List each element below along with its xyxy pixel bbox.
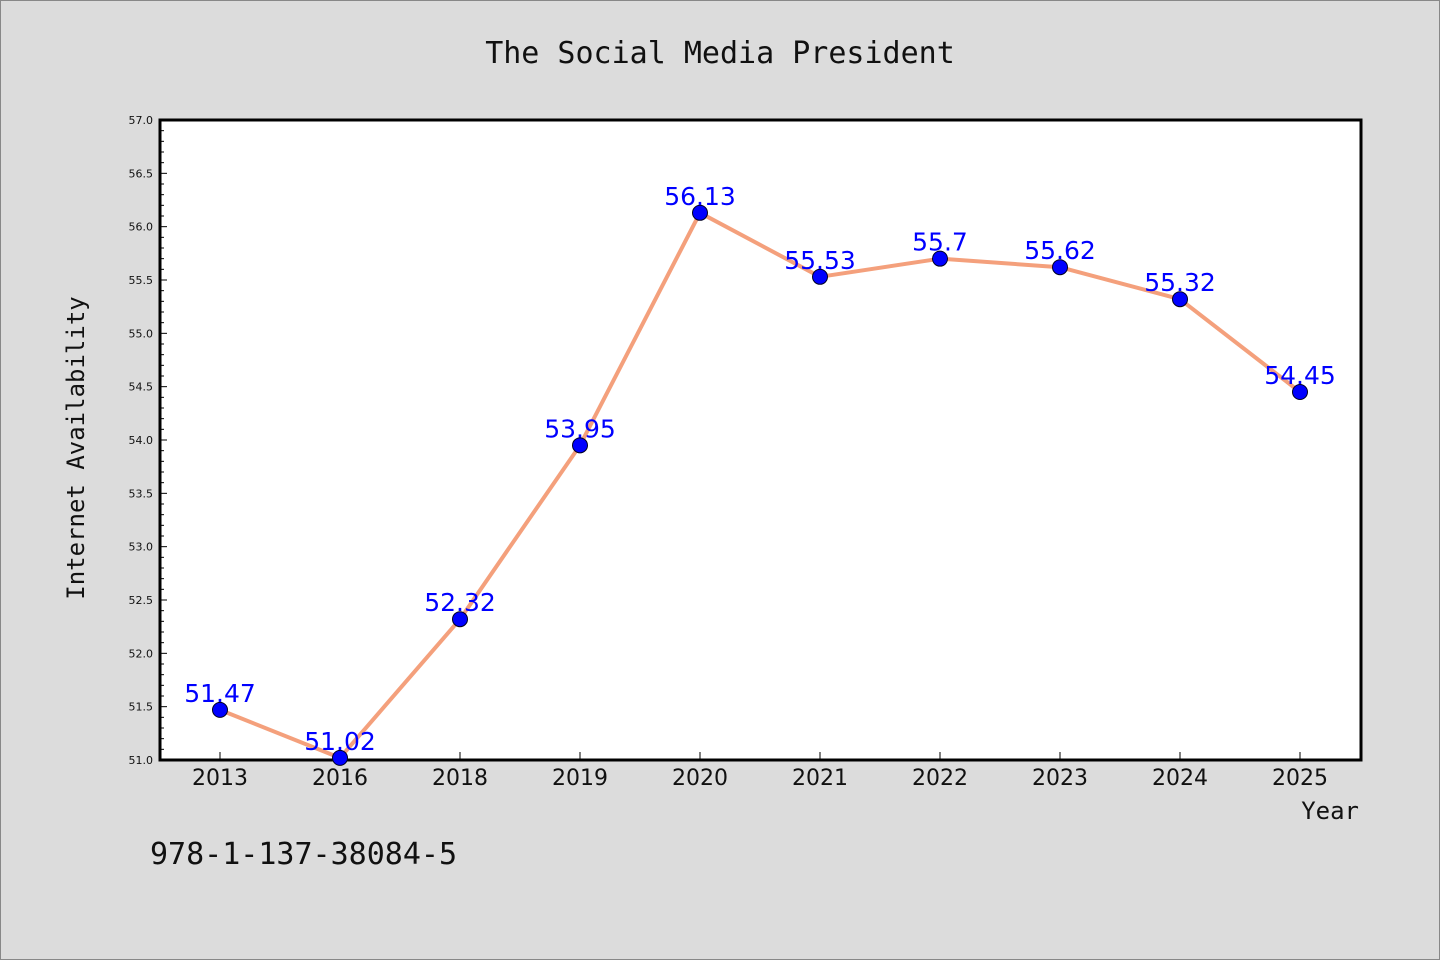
y-axis: 51.0 51.5 52.0 52.5 53.0 53.5 54.0 54.5 55.0 55.5… bbox=[129, 114, 167, 767]
data-label: 53.95 bbox=[544, 414, 616, 443]
y-tick-label: 53.0 bbox=[129, 541, 154, 554]
data-point bbox=[692, 204, 708, 221]
y-tick-label: 52.5 bbox=[129, 594, 154, 607]
data-label: 54.45 bbox=[1264, 361, 1336, 390]
data-point bbox=[332, 749, 348, 766]
y-tick-label: 55.0 bbox=[129, 327, 154, 340]
series-line bbox=[219, 210, 1302, 760]
x-tick-label: 2024 bbox=[1152, 766, 1208, 791]
y-tick-label: 54.0 bbox=[129, 434, 154, 447]
x-tick-label: 2013 bbox=[192, 766, 248, 791]
y-axis-label: Internet Availability bbox=[62, 296, 90, 599]
x-tick-label: 2020 bbox=[672, 766, 728, 791]
data-label: 56.13 bbox=[664, 182, 736, 211]
y-tick-label: 51.0 bbox=[129, 754, 154, 767]
data-label: 55.32 bbox=[1144, 268, 1216, 297]
x-axis-label: Year bbox=[1301, 797, 1359, 825]
y-tick-label: 52.0 bbox=[129, 647, 154, 660]
data-label: 55.53 bbox=[784, 246, 856, 275]
x-axis: 2013 2016 2018 2019 2020 2021 2022 2023 2024 2025 bbox=[192, 752, 1328, 791]
data-label: 55.62 bbox=[1024, 236, 1096, 265]
data-label: 51.02 bbox=[304, 727, 376, 756]
x-tick-label: 2019 bbox=[552, 766, 608, 791]
y-tick-label: 56.0 bbox=[129, 221, 154, 234]
data-point bbox=[812, 268, 828, 285]
x-tick-label: 2025 bbox=[1272, 766, 1328, 791]
y-tick-label: 51.5 bbox=[129, 701, 154, 714]
y-tick-label: 55.5 bbox=[129, 274, 154, 287]
data-label: 51.47 bbox=[184, 679, 256, 708]
data-label: 55.7 bbox=[912, 228, 968, 257]
x-tick-label: 2022 bbox=[912, 766, 968, 791]
plot-area bbox=[158, 118, 1363, 762]
x-tick-label: 2021 bbox=[792, 766, 848, 791]
data-point bbox=[932, 250, 948, 267]
footer-isbn: 978-1-137-38084-5 bbox=[150, 837, 457, 872]
chart-title: The Social Media President bbox=[485, 36, 955, 71]
series-line-group: 51.47 51.02 52.32 53.95 56.13 55.53 55.7 55.62 5… bbox=[184, 182, 1336, 766]
x-tick-label: 2016 bbox=[312, 766, 368, 791]
y-tick-label: 56.5 bbox=[129, 167, 154, 180]
y-tick-label: 53.5 bbox=[129, 487, 154, 500]
data-point bbox=[212, 701, 228, 718]
data-point bbox=[1052, 259, 1068, 276]
data-point bbox=[452, 611, 468, 628]
data-point bbox=[572, 437, 588, 454]
x-tick-label: 2023 bbox=[1032, 766, 1088, 791]
data-point bbox=[1172, 291, 1188, 308]
data-point bbox=[1292, 384, 1308, 400]
y-tick-label: 57.0 bbox=[129, 114, 154, 127]
y-tick-label: 54.5 bbox=[129, 381, 154, 394]
data-label: 52.32 bbox=[424, 588, 496, 617]
x-tick-label: 2018 bbox=[432, 766, 488, 791]
